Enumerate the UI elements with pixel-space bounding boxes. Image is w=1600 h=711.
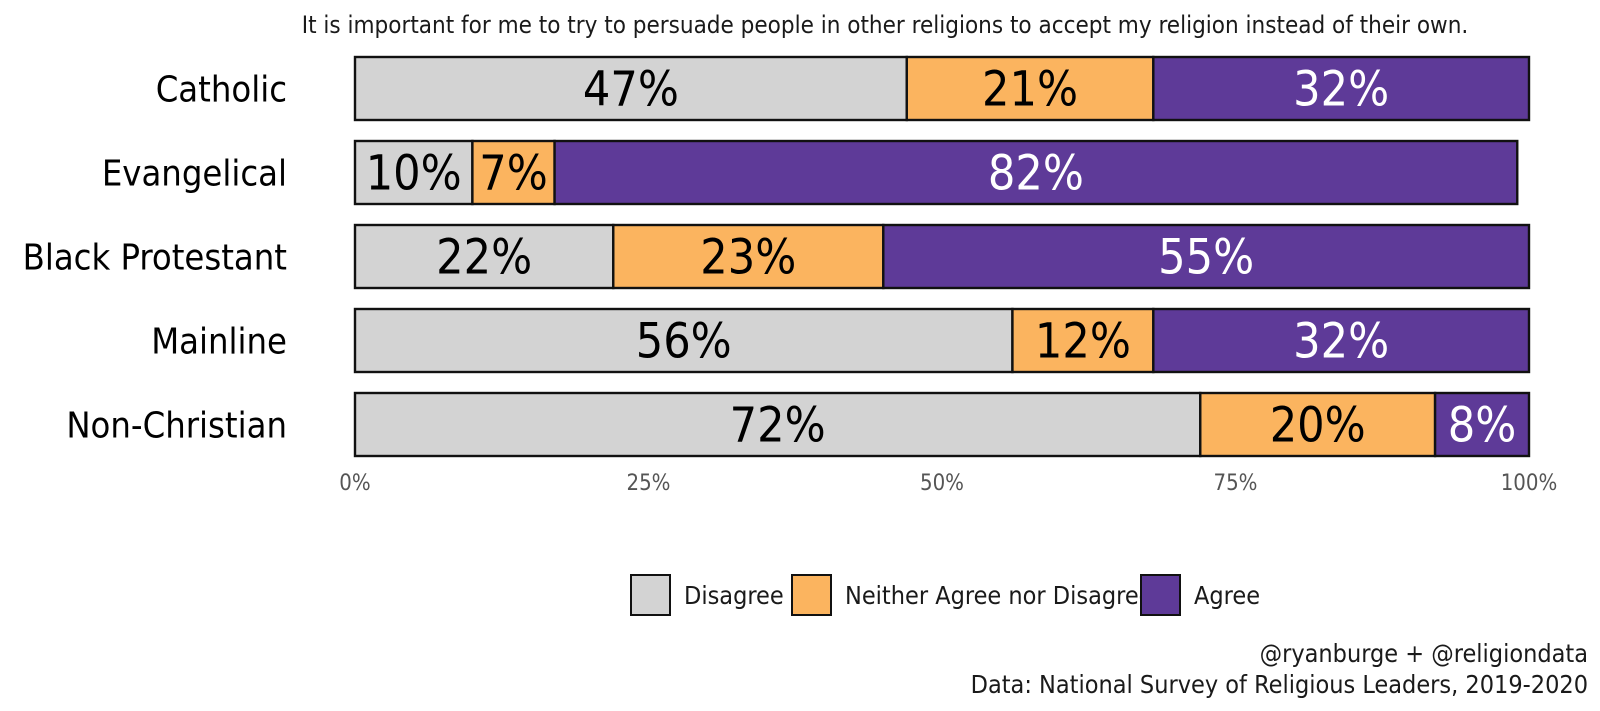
row-label: Catholic [156, 70, 287, 111]
legend-item-disagree: Disagree [630, 574, 784, 616]
bar-segment-agree [1152, 55, 1531, 122]
data-label: 56% [636, 314, 732, 370]
bar-segment-disagree [353, 55, 908, 122]
bar-row-catholic: Catholic 47% 21% 32% [156, 55, 1531, 122]
bar-segment-disagree [353, 307, 1014, 374]
data-label: 20% [1270, 398, 1366, 454]
bar-segment-agree [553, 139, 1519, 206]
row-label: Non-Christian [66, 406, 287, 447]
data-label: 32% [1293, 62, 1389, 118]
row-label: Mainline [151, 322, 287, 363]
bar-segment-neither-agree-nor-disagree [905, 55, 1155, 122]
data-label: 7% [479, 146, 548, 202]
chart-title: It is important for me to try to persuad… [302, 11, 1469, 39]
legend-item-neither-agree-nor-disagree: Neither Agree nor Disagree [791, 574, 1153, 616]
legend: Disagree Neither Agree nor Disagree Agree [630, 574, 1260, 616]
bar-row-non-christian: Non-Christian 72% 20% 8% [66, 391, 1531, 458]
bar-row-black-protestant: Black Protestant 22% 23% 55% [23, 223, 1531, 290]
data-label: 8% [1448, 398, 1517, 454]
data-label: 82% [988, 146, 1084, 202]
bar-segment-neither-agree-nor-disagree [471, 139, 556, 206]
row-label: Evangelical [102, 154, 287, 195]
bar-row-evangelical: Evangelical 10% 7% 82% [102, 139, 1519, 206]
bar-segment-agree [882, 223, 1531, 290]
data-label: 12% [1035, 314, 1131, 370]
legend-item-agree: Agree [1140, 574, 1260, 616]
data-label: 55% [1158, 230, 1254, 286]
bar-segment-disagree [353, 223, 615, 290]
legend-swatch [630, 574, 671, 616]
row-label: Black Protestant [23, 238, 287, 279]
bar-segment-disagree [353, 391, 1202, 458]
x-tick-label: 50% [920, 471, 964, 496]
data-label: 23% [700, 230, 796, 286]
bar-segment-agree [1152, 307, 1531, 374]
data-label: 22% [436, 230, 532, 286]
x-tick-label: 100% [1501, 471, 1558, 496]
x-tick-label: 75% [1214, 471, 1258, 496]
x-tick-label: 0% [339, 471, 370, 496]
bar-row-mainline: Mainline 56% 12% 32% [151, 307, 1531, 374]
data-label: 72% [730, 398, 826, 454]
data-label: 47% [583, 62, 679, 118]
bar-segment-neither-agree-nor-disagree [612, 223, 885, 290]
legend-swatch [1140, 574, 1181, 616]
bar-segment-agree [1433, 391, 1531, 458]
source-caption: Data: National Survey of Religious Leade… [971, 670, 1588, 699]
data-label: 32% [1293, 314, 1389, 370]
legend-label: Disagree [684, 581, 784, 610]
legend-label: Agree [1194, 581, 1260, 610]
bar-rows: Catholic 47% 21% 32% Evangelical 10% 7% 82% Blac… [23, 55, 1531, 458]
legend-label: Neither Agree nor Disagree [845, 581, 1153, 610]
data-label: 21% [982, 62, 1078, 118]
x-axis: 0% 25% 50% 75% 100% [339, 471, 1557, 496]
legend-swatch [791, 574, 832, 616]
bar-segment-neither-agree-nor-disagree [1199, 391, 1437, 458]
credit-caption: @ryanburge + @religiondata [1260, 639, 1588, 668]
data-label: 10% [366, 146, 462, 202]
x-tick-label: 25% [627, 471, 671, 496]
